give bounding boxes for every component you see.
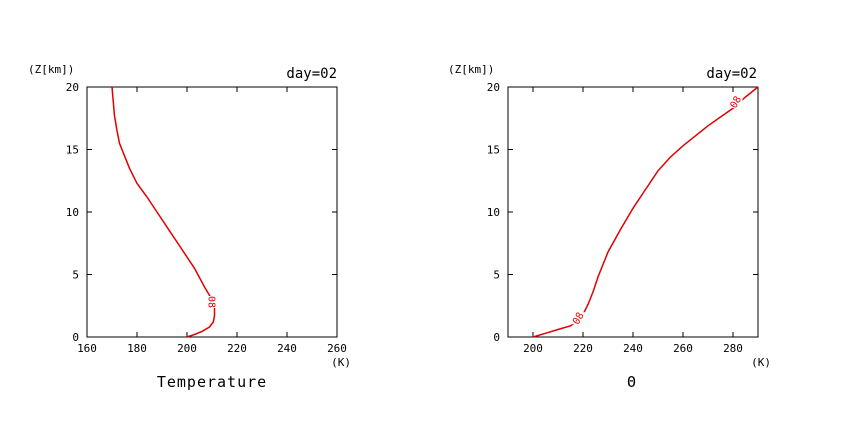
y-tick-label: 10 bbox=[66, 206, 79, 219]
y-tick-label: 15 bbox=[487, 144, 500, 157]
series-line bbox=[111, 86, 216, 338]
y-axis-label: (Z[km]) bbox=[28, 63, 74, 76]
y-tick-label: 20 bbox=[66, 81, 79, 94]
contour-label: 08 bbox=[571, 311, 587, 327]
y-tick-label: 15 bbox=[66, 144, 79, 157]
y-tick-label: 10 bbox=[487, 206, 500, 219]
contour-labels: 08 08 bbox=[571, 95, 744, 327]
x-tick-label: 220 bbox=[573, 342, 593, 355]
series-line bbox=[532, 86, 759, 338]
y-tick-label: 0 bbox=[72, 331, 79, 344]
chart-title: Temperature bbox=[157, 373, 267, 391]
x-tick-label: 240 bbox=[623, 342, 643, 355]
x-tick-label: 200 bbox=[523, 342, 543, 355]
y-tick-label: 5 bbox=[493, 269, 500, 282]
axis-ticks: 200 220 240 260 280 0 5 10 15 20 bbox=[487, 81, 758, 355]
x-tick-label: 220 bbox=[227, 342, 247, 355]
day-label: day=02 bbox=[286, 66, 337, 82]
x-tick-label: 200 bbox=[177, 342, 197, 355]
day-label: day=02 bbox=[706, 66, 757, 82]
theta-panel: (Z[km]) day=02 (K) Θ 200 220 240 260 280 0 5 10… bbox=[448, 63, 771, 391]
contour-label-background bbox=[205, 296, 219, 308]
axis-ticks: 160 180 200 220 240 260 0 5 10 15 20 bbox=[66, 81, 347, 355]
contour-label-background bbox=[571, 312, 585, 325]
x-tick-label: 260 bbox=[327, 342, 347, 355]
x-tick-label: 240 bbox=[277, 342, 297, 355]
contour-label: 08 bbox=[206, 296, 217, 308]
contour-label: 08 bbox=[729, 95, 745, 111]
x-tick-label: 280 bbox=[723, 342, 743, 355]
y-tick-label: 0 bbox=[493, 331, 500, 344]
x-tick-label: 260 bbox=[673, 342, 693, 355]
contour-label-background bbox=[728, 96, 743, 108]
contour-labels: 08 bbox=[205, 296, 219, 308]
x-tick-label: 180 bbox=[127, 342, 147, 355]
y-tick-label: 5 bbox=[72, 269, 79, 282]
y-tick-label: 20 bbox=[487, 81, 500, 94]
chart-title: Θ bbox=[627, 373, 637, 391]
x-axis-unit: (K) bbox=[331, 356, 351, 369]
plot-frame bbox=[507, 86, 759, 338]
y-axis-label: (Z[km]) bbox=[448, 63, 494, 76]
temperature-panel: (Z[km]) day=02 (K) Temperature 160 180 200… bbox=[28, 63, 351, 391]
x-tick-label: 160 bbox=[77, 342, 97, 355]
x-axis-unit: (K) bbox=[751, 356, 771, 369]
